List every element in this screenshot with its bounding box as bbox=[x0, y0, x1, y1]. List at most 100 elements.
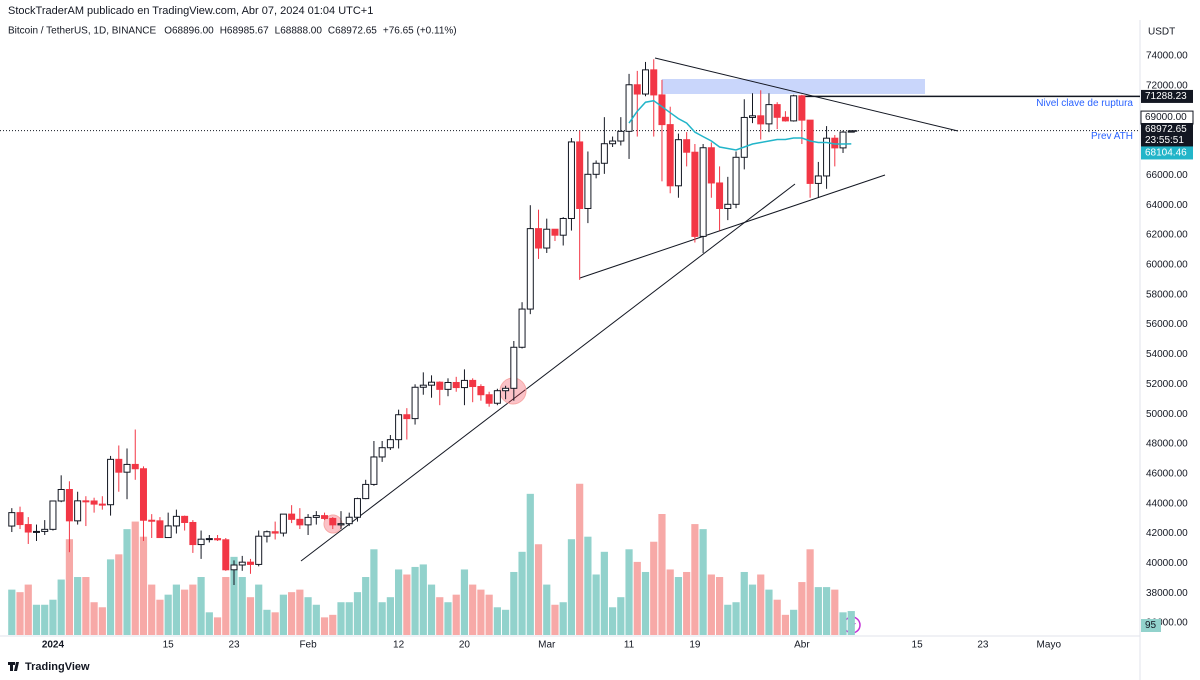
volume-bar bbox=[106, 559, 115, 635]
x-tick-label: 15 bbox=[912, 640, 924, 651]
volume-bar bbox=[345, 602, 353, 635]
volume-bar bbox=[205, 612, 213, 635]
volume-bar bbox=[460, 569, 469, 635]
volume-bar bbox=[469, 584, 477, 635]
y-tick-label: 50000.00 bbox=[1146, 409, 1188, 420]
candle-body bbox=[666, 124, 674, 187]
volume-bar bbox=[559, 602, 567, 635]
volume-label: 95 bbox=[1145, 620, 1157, 631]
y-tick-label: 48000.00 bbox=[1146, 439, 1188, 450]
volume-bar bbox=[123, 529, 131, 635]
volume-bar bbox=[337, 602, 345, 635]
x-tick-label: 11 bbox=[624, 640, 635, 651]
header: StockTraderAM publicado en TradingView.c… bbox=[8, 5, 373, 17]
candle-body bbox=[814, 175, 822, 184]
candle-body bbox=[510, 346, 518, 389]
volume-bar bbox=[263, 609, 271, 635]
candle-body bbox=[263, 531, 271, 537]
y-tick-label: 44000.00 bbox=[1146, 498, 1188, 509]
volume-bar bbox=[724, 604, 732, 635]
volume-bar bbox=[543, 584, 551, 635]
ma-label-box bbox=[1141, 146, 1193, 160]
candle-body bbox=[329, 517, 337, 526]
x-tick-label: Mayo bbox=[1037, 640, 1062, 651]
candle-body bbox=[749, 115, 756, 118]
volume-bar bbox=[765, 589, 773, 635]
candle-body bbox=[16, 512, 24, 526]
candle-body bbox=[452, 381, 460, 389]
volume-bar bbox=[666, 569, 674, 635]
candle-body bbox=[477, 386, 485, 396]
volume-bar bbox=[608, 607, 617, 635]
candle-body bbox=[543, 228, 551, 249]
volume-bar bbox=[485, 594, 493, 635]
y-tick-label: 58000.00 bbox=[1146, 289, 1188, 300]
volume-bar bbox=[617, 597, 625, 635]
candle-body bbox=[82, 500, 90, 503]
last-price-label: 68972.65 bbox=[1145, 124, 1187, 135]
x-tick-label: 23 bbox=[977, 640, 989, 651]
volume-bar bbox=[74, 577, 82, 635]
moving-average bbox=[628, 99, 852, 151]
candle-body bbox=[279, 513, 287, 534]
y-tick-label: 74000.00 bbox=[1146, 51, 1188, 62]
candle-body bbox=[551, 228, 559, 236]
candle-body bbox=[773, 104, 781, 118]
volume-bar bbox=[683, 571, 691, 635]
volume-bar bbox=[353, 592, 362, 635]
candle-body bbox=[205, 538, 213, 541]
volume-bar bbox=[444, 602, 452, 635]
volume-bar bbox=[493, 607, 501, 635]
candles bbox=[8, 59, 855, 586]
volume-bar bbox=[403, 574, 411, 635]
volume-label-box bbox=[1141, 619, 1161, 632]
candle-body bbox=[378, 447, 386, 458]
ohlc-label: H68985.67 bbox=[220, 26, 269, 37]
volume-bar bbox=[773, 599, 781, 635]
candle-body bbox=[765, 104, 773, 125]
candle-body bbox=[246, 561, 254, 565]
y-tick-label: 46000.00 bbox=[1146, 468, 1188, 479]
x-tick-label: 19 bbox=[689, 640, 701, 651]
x-tick-label: 15 bbox=[163, 640, 175, 651]
ohlc-label: L68888.00 bbox=[275, 26, 323, 37]
candle-body bbox=[699, 147, 707, 237]
ohlc-label: O68896.00 bbox=[164, 26, 214, 37]
candle-body bbox=[57, 488, 65, 502]
candle-body bbox=[839, 131, 847, 149]
volume-bar bbox=[715, 577, 724, 635]
volume-bar bbox=[320, 617, 329, 635]
candle-body bbox=[823, 137, 831, 177]
y-tick-label: 38000.00 bbox=[1146, 588, 1188, 599]
last-price-label-box bbox=[1141, 122, 1193, 147]
volume-bar bbox=[8, 589, 16, 635]
ohlc-label: C68972.65 bbox=[328, 26, 377, 37]
volume-bar bbox=[781, 614, 790, 635]
volume bbox=[8, 483, 855, 635]
candle-body bbox=[584, 173, 592, 209]
candle-body bbox=[674, 139, 682, 187]
volume-bar bbox=[757, 574, 765, 635]
volume-bar bbox=[329, 614, 337, 635]
candle-body bbox=[41, 528, 49, 532]
symbol-title: Bitcoin / TetherUS, 1D, BINANCE bbox=[8, 26, 157, 37]
key-level-text: Nivel clave de ruptura bbox=[1036, 98, 1133, 109]
candle-body bbox=[691, 151, 699, 237]
volume-bar bbox=[674, 577, 683, 635]
volume-bar bbox=[57, 579, 65, 635]
volume-bar bbox=[395, 569, 403, 635]
volume-bar bbox=[98, 607, 106, 635]
volume-bar bbox=[641, 571, 650, 635]
volume-bar bbox=[246, 597, 255, 635]
y-tick-label: 40000.00 bbox=[1146, 558, 1188, 569]
volume-bar bbox=[551, 604, 559, 635]
candle-body bbox=[156, 520, 164, 539]
candle-body bbox=[353, 498, 361, 518]
candle-body bbox=[781, 116, 789, 122]
volume-bar bbox=[312, 604, 320, 635]
candle-body bbox=[8, 512, 16, 527]
volume-bar bbox=[255, 584, 263, 635]
key-level-label: 71288.23 bbox=[1145, 91, 1187, 102]
candle-body bbox=[444, 381, 452, 390]
